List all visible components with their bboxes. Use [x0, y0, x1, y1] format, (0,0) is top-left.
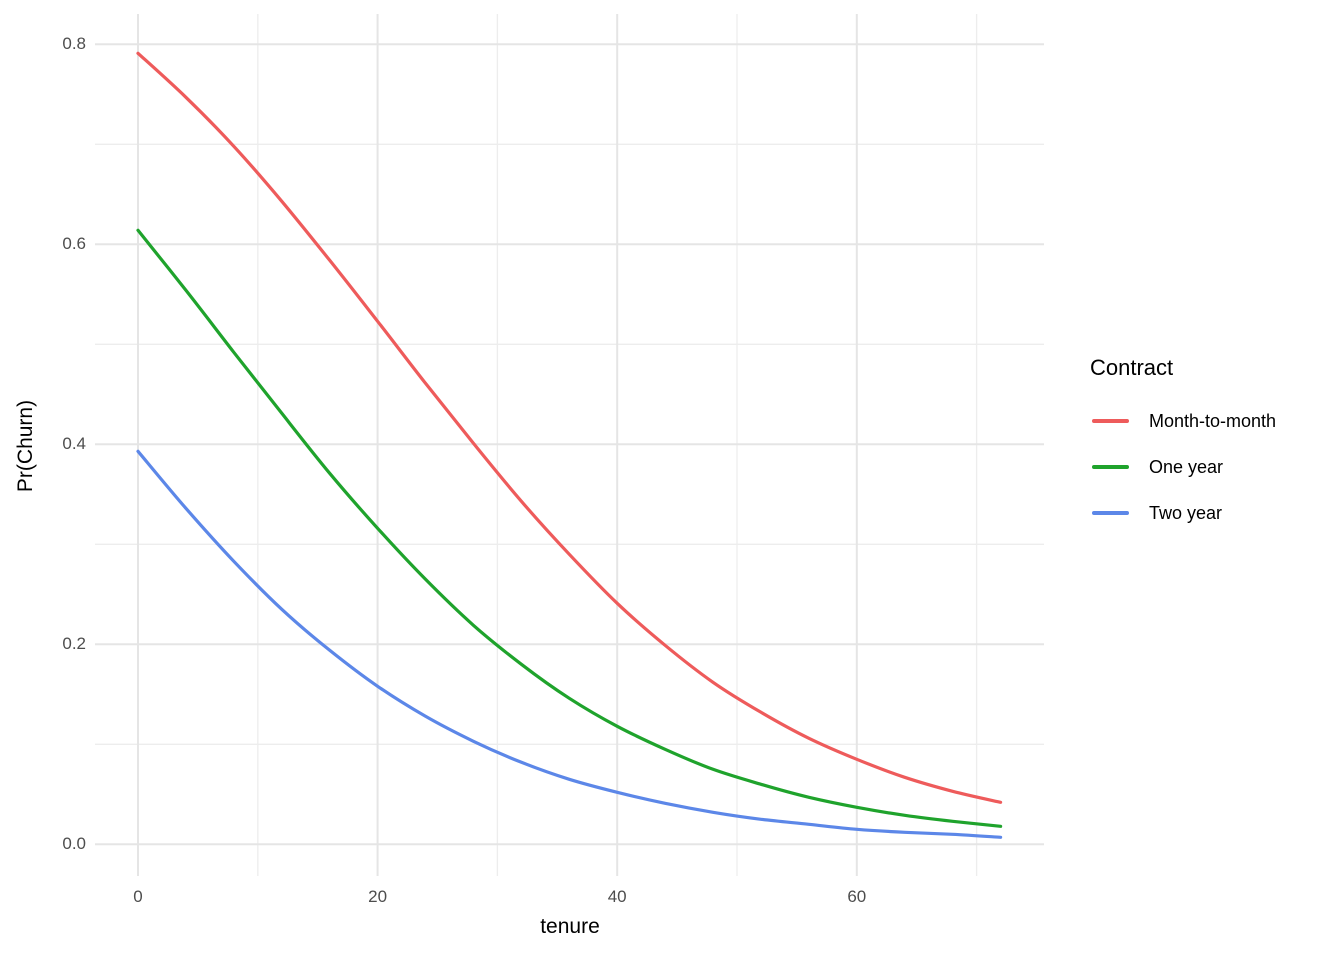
legend-label-month-to-month: Month-to-month	[1149, 410, 1277, 431]
y-tick-label: 0.6	[62, 234, 86, 254]
legend-label-one-year: One year	[1149, 456, 1224, 477]
legend: Contract Month-to-month One year Two yea…	[1090, 353, 1276, 536]
legend-title: Contract	[1090, 355, 1174, 380]
y-tick-label: 0.2	[62, 634, 86, 654]
x-tick-label: 20	[368, 887, 388, 906]
y-tick-label: 0.0	[62, 834, 86, 854]
y-axis-title: Pr(Churn)	[14, 399, 37, 493]
legend-items: Month-to-month One year Two year	[1090, 398, 1276, 536]
legend-item-month-to-month: Month-to-month	[1090, 398, 1276, 444]
legend-item-one-year: One year	[1090, 444, 1276, 490]
x-tick-label: 40	[607, 887, 627, 906]
y-tick-label: 0.8	[62, 34, 86, 54]
legend-item-two-year: Two year	[1090, 490, 1276, 536]
legend-key-line-one-year	[1092, 465, 1129, 469]
legend-label-two-year: Two year	[1149, 502, 1223, 523]
legend-key-line-two-year	[1092, 511, 1129, 515]
y-tick-label: 0.4	[62, 434, 86, 454]
series-line-one-year	[136, 228, 1003, 828]
series-line-month-to-month	[136, 51, 1003, 804]
x-tick-label: 60	[847, 887, 867, 906]
legend-key-line-month-to-month	[1092, 419, 1129, 423]
x-axis-title: tenure	[540, 915, 600, 938]
series-line-two-year	[136, 449, 1003, 839]
x-tick-label: 0	[133, 887, 143, 906]
